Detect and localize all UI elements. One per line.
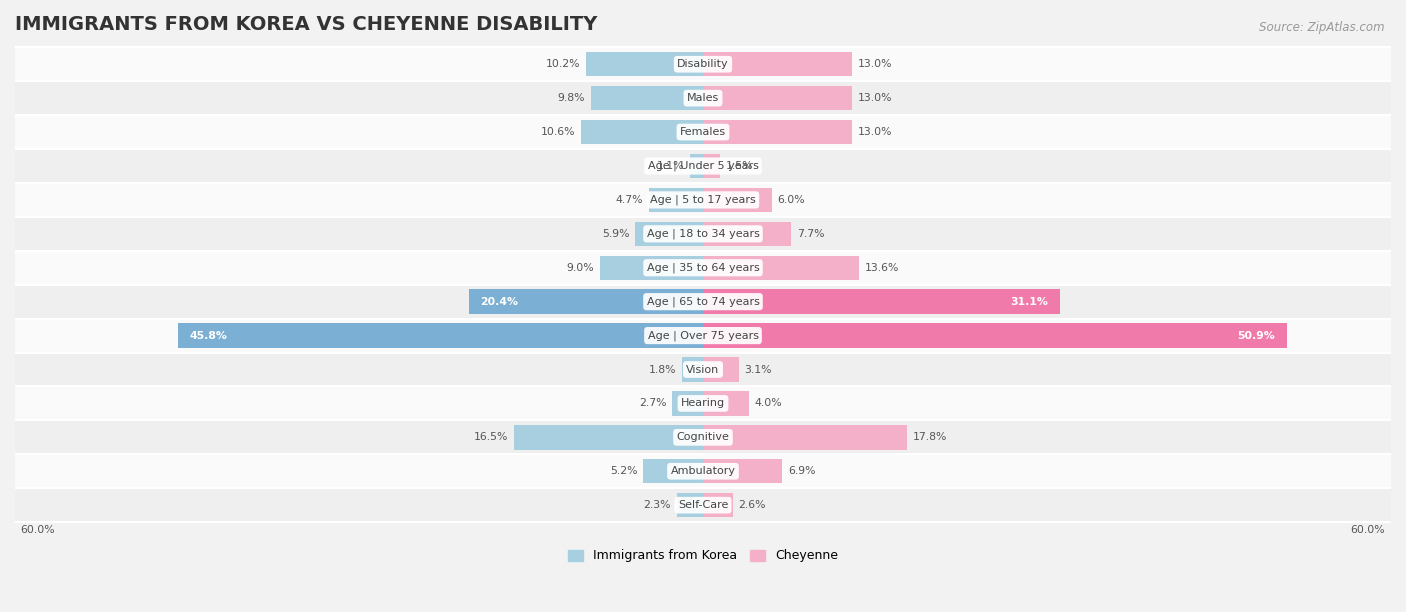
- Text: 6.9%: 6.9%: [787, 466, 815, 476]
- Bar: [672, 391, 703, 416]
- Bar: [703, 357, 738, 382]
- Text: 1.1%: 1.1%: [657, 161, 685, 171]
- Bar: [690, 154, 703, 178]
- Text: 13.6%: 13.6%: [865, 263, 898, 273]
- Bar: [600, 256, 703, 280]
- Bar: [15, 454, 1391, 488]
- Text: 13.0%: 13.0%: [858, 59, 893, 69]
- Bar: [470, 289, 703, 314]
- Text: Cognitive: Cognitive: [676, 432, 730, 442]
- Text: 60.0%: 60.0%: [1351, 525, 1385, 535]
- Text: 10.2%: 10.2%: [546, 59, 581, 69]
- Bar: [703, 256, 859, 280]
- Text: 2.6%: 2.6%: [738, 500, 766, 510]
- Bar: [676, 493, 703, 517]
- Text: 31.1%: 31.1%: [1011, 297, 1047, 307]
- Bar: [582, 120, 703, 144]
- Text: Age | Over 75 years: Age | Over 75 years: [648, 330, 758, 341]
- Text: Males: Males: [688, 93, 718, 103]
- Text: 4.7%: 4.7%: [616, 195, 644, 205]
- Text: IMMIGRANTS FROM KOREA VS CHEYENNE DISABILITY: IMMIGRANTS FROM KOREA VS CHEYENNE DISABI…: [15, 15, 598, 34]
- Text: 13.0%: 13.0%: [858, 127, 893, 137]
- Bar: [15, 488, 1391, 522]
- Legend: Immigrants from Korea, Cheyenne: Immigrants from Korea, Cheyenne: [564, 545, 842, 567]
- Text: 5.2%: 5.2%: [610, 466, 638, 476]
- Text: 1.5%: 1.5%: [725, 161, 754, 171]
- Bar: [650, 188, 703, 212]
- Text: Females: Females: [681, 127, 725, 137]
- Bar: [15, 251, 1391, 285]
- Text: 9.8%: 9.8%: [557, 93, 585, 103]
- Bar: [703, 154, 720, 178]
- Bar: [15, 183, 1391, 217]
- Bar: [703, 120, 852, 144]
- Bar: [636, 222, 703, 246]
- Bar: [15, 285, 1391, 319]
- Bar: [15, 420, 1391, 454]
- Text: 2.7%: 2.7%: [638, 398, 666, 408]
- Bar: [15, 47, 1391, 81]
- Text: 4.0%: 4.0%: [755, 398, 782, 408]
- Text: Age | 65 to 74 years: Age | 65 to 74 years: [647, 296, 759, 307]
- Text: Source: ZipAtlas.com: Source: ZipAtlas.com: [1260, 21, 1385, 34]
- Bar: [15, 115, 1391, 149]
- Bar: [513, 425, 703, 450]
- Bar: [586, 52, 703, 76]
- Text: 20.4%: 20.4%: [481, 297, 519, 307]
- Text: Vision: Vision: [686, 365, 720, 375]
- Text: 6.0%: 6.0%: [778, 195, 806, 205]
- Bar: [15, 149, 1391, 183]
- Bar: [591, 86, 703, 110]
- Text: 16.5%: 16.5%: [474, 432, 508, 442]
- Bar: [703, 188, 772, 212]
- Bar: [682, 357, 703, 382]
- Text: 17.8%: 17.8%: [912, 432, 948, 442]
- Text: Age | 5 to 17 years: Age | 5 to 17 years: [650, 195, 756, 205]
- Bar: [703, 391, 749, 416]
- Text: 45.8%: 45.8%: [190, 330, 228, 341]
- Bar: [703, 459, 782, 483]
- Bar: [703, 289, 1060, 314]
- Bar: [703, 222, 792, 246]
- Text: 7.7%: 7.7%: [797, 229, 824, 239]
- Bar: [15, 81, 1391, 115]
- Bar: [703, 425, 907, 450]
- Text: Hearing: Hearing: [681, 398, 725, 408]
- Bar: [15, 386, 1391, 420]
- Bar: [703, 52, 852, 76]
- Bar: [703, 323, 1286, 348]
- Bar: [177, 323, 703, 348]
- Text: 50.9%: 50.9%: [1237, 330, 1275, 341]
- Text: 3.1%: 3.1%: [744, 365, 772, 375]
- Bar: [15, 319, 1391, 353]
- Text: 13.0%: 13.0%: [858, 93, 893, 103]
- Text: Disability: Disability: [678, 59, 728, 69]
- Text: Age | Under 5 years: Age | Under 5 years: [648, 161, 758, 171]
- Bar: [703, 86, 852, 110]
- Text: Age | 18 to 34 years: Age | 18 to 34 years: [647, 228, 759, 239]
- Text: Self-Care: Self-Care: [678, 500, 728, 510]
- Bar: [15, 353, 1391, 386]
- Text: 10.6%: 10.6%: [541, 127, 575, 137]
- Text: 9.0%: 9.0%: [567, 263, 595, 273]
- Text: Ambulatory: Ambulatory: [671, 466, 735, 476]
- Text: 60.0%: 60.0%: [21, 525, 55, 535]
- Bar: [15, 217, 1391, 251]
- Bar: [644, 459, 703, 483]
- Text: 5.9%: 5.9%: [602, 229, 630, 239]
- Text: Age | 35 to 64 years: Age | 35 to 64 years: [647, 263, 759, 273]
- Bar: [703, 493, 733, 517]
- Text: 2.3%: 2.3%: [644, 500, 671, 510]
- Text: 1.8%: 1.8%: [650, 365, 676, 375]
